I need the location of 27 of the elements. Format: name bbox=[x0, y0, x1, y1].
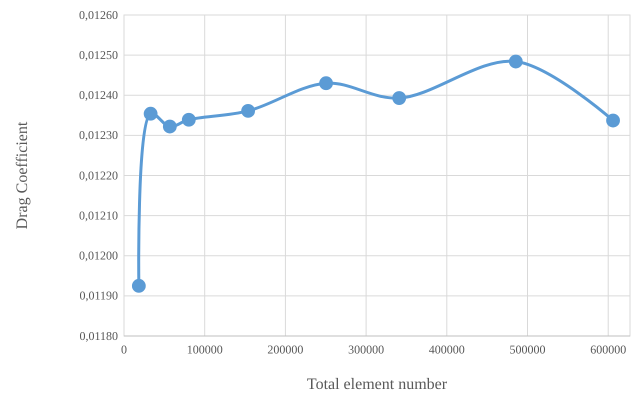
point bbox=[392, 91, 406, 105]
x-tick-label: 500000 bbox=[510, 342, 546, 357]
x-tick-label: 200000 bbox=[267, 342, 304, 357]
point bbox=[182, 112, 196, 127]
x-tick-label: 400000 bbox=[428, 342, 465, 357]
y-tick-label: 0,01220 bbox=[79, 168, 118, 182]
x-tick-label: 600000 bbox=[590, 342, 626, 357]
point bbox=[606, 114, 620, 128]
y-axis-title: Drag Coefficient bbox=[14, 121, 31, 230]
y-tick-label: 0,01250 bbox=[79, 48, 118, 62]
y-tick-label: 0,01230 bbox=[79, 128, 118, 142]
point bbox=[132, 278, 146, 293]
y-tick-label: 0,01210 bbox=[79, 208, 118, 222]
y-tick-label: 0,01260 bbox=[79, 8, 118, 22]
point bbox=[508, 54, 523, 68]
x-tick-label: 100000 bbox=[186, 342, 223, 357]
y-tick-label: 0,01200 bbox=[79, 248, 118, 263]
y-tick-label: 0,01180 bbox=[79, 328, 118, 343]
point bbox=[319, 76, 333, 90]
point bbox=[144, 106, 158, 121]
point bbox=[241, 104, 256, 118]
x-tick-label: 300000 bbox=[348, 342, 384, 357]
point bbox=[162, 120, 177, 134]
y-tick-label: 0,01240 bbox=[79, 88, 118, 102]
x-axis-title: Total element number bbox=[306, 376, 448, 393]
y-tick-label: 0,01190 bbox=[79, 288, 118, 303]
x-tick-label: 0 bbox=[121, 342, 127, 357]
